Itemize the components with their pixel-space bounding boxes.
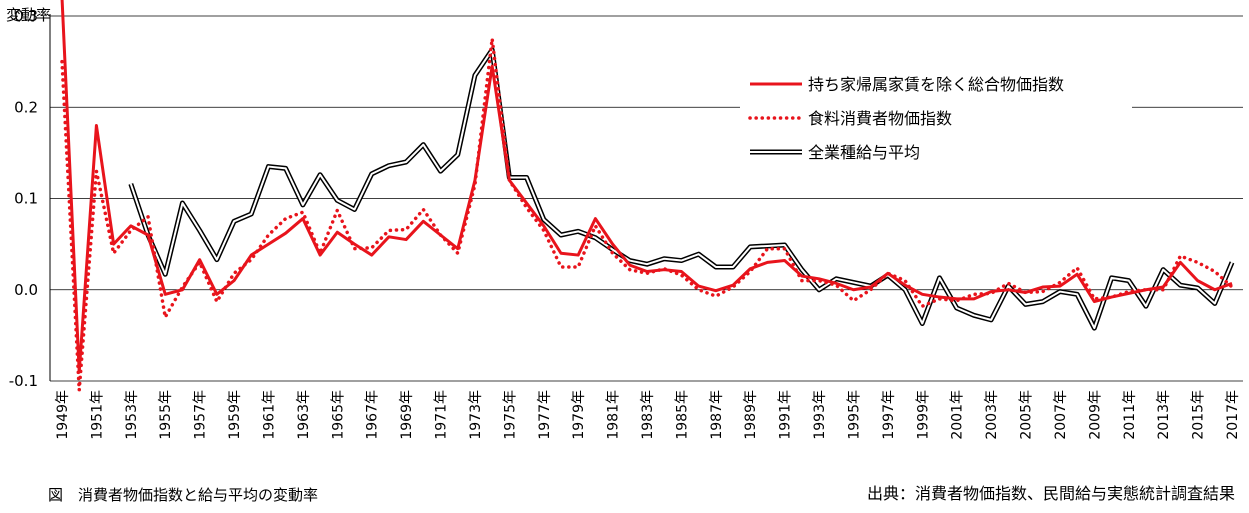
x-tick-label: 2001年 (950, 390, 966, 440)
x-tick-label: 1995年 (846, 390, 862, 440)
x-tick-label: 2005年 (1019, 390, 1035, 440)
legend-box (740, 66, 1132, 170)
x-tick-label: 2007年 (1053, 390, 1069, 440)
x-tick-label: 2003年 (984, 390, 1000, 440)
x-tick-label: 1961年 (261, 390, 277, 440)
x-tick-label: 1983年 (640, 390, 656, 440)
x-tick-label: 2013年 (1156, 390, 1172, 440)
x-tick-label: 1977年 (537, 390, 553, 440)
x-tick-label: 1971年 (434, 390, 450, 440)
x-tick-label: 2009年 (1087, 390, 1103, 440)
legend-label: 食料消費者物価指数 (808, 109, 952, 128)
x-tick-label: 1993年 (812, 390, 828, 440)
x-tick-label: 1955年 (158, 390, 174, 440)
x-tick-label: 1991年 (778, 390, 794, 440)
x-tick-label: 1969年 (399, 390, 415, 440)
x-tick-label: 1949年 (55, 390, 71, 440)
x-tick-label: 1979年 (571, 390, 587, 440)
y-tick-label: 0.1 (14, 190, 38, 208)
x-tick-label: 1999年 (915, 390, 931, 440)
x-tick-label: 1975年 (502, 390, 518, 440)
x-tick-label: 1973年 (468, 390, 484, 440)
x-tick-label: 1997年 (881, 390, 897, 440)
x-tick-label: 1957年 (193, 390, 209, 440)
y-tick-label: 0.3 (14, 7, 38, 25)
y-tick-label: -0.1 (9, 372, 38, 390)
y-axis-title: 変動率 (6, 6, 52, 24)
x-tick-label: 1967年 (365, 390, 381, 440)
x-tick-label: 1965年 (330, 390, 346, 440)
x-tick-label: 1951年 (89, 390, 105, 440)
x-tick-label: 1987年 (709, 390, 725, 440)
x-tick-label: 1959年 (227, 390, 243, 440)
source-note: 出典：消費者物価指数、民間給与実態統計調査結果 (866, 484, 1235, 503)
y-tick-label: 0.0 (14, 281, 38, 299)
x-tick-label: 1989年 (743, 390, 759, 440)
series-line-cpi (60, 0, 1233, 374)
x-tick-label: 1953年 (124, 390, 140, 440)
x-tick-label: 2017年 (1225, 390, 1241, 440)
legend-label: 持ち家帰属家賃を除く総合物価指数 (808, 75, 1064, 94)
x-tick-label: 1981年 (606, 390, 622, 440)
figure-caption: 図 消費者物価指数と給与平均の変動率 (48, 486, 319, 504)
x-tick-label: 2011年 (1122, 390, 1138, 440)
legend-label: 全業種給与平均 (808, 143, 920, 162)
y-tick-label: 0.2 (14, 98, 38, 116)
x-tick-label: 1985年 (674, 390, 690, 440)
x-tick-label: 2015年 (1191, 390, 1207, 440)
series-line-wage-inner (129, 48, 1233, 330)
x-tick-label: 1963年 (296, 390, 312, 440)
